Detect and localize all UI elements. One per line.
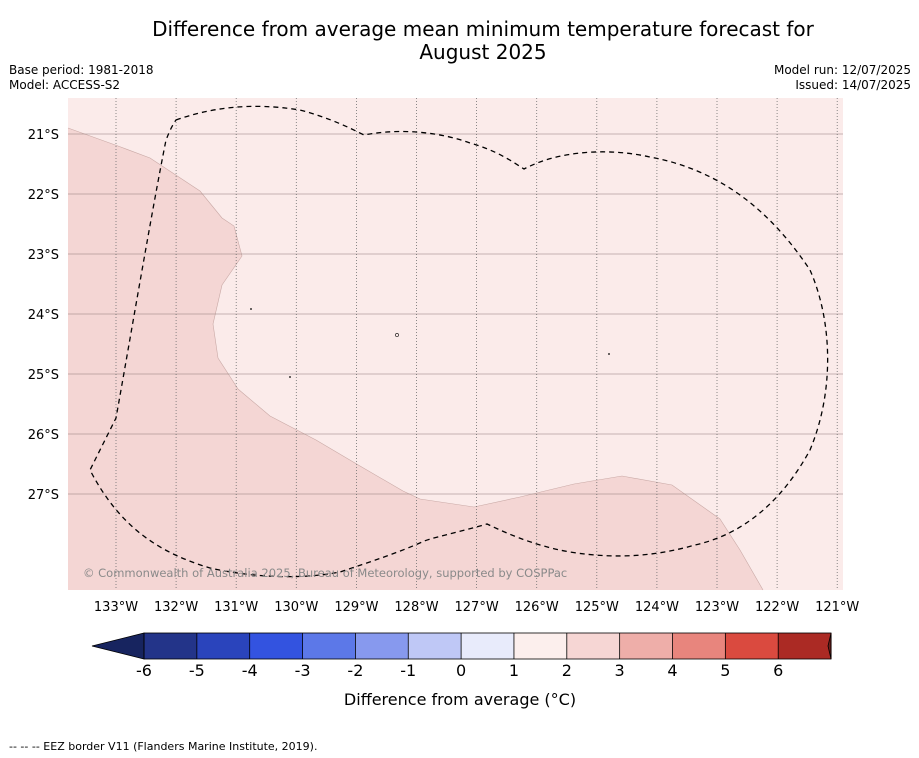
latitude-label: 21°S	[28, 128, 59, 143]
latitude-label: 25°S	[28, 368, 59, 383]
eez-border	[89, 105, 829, 578]
zone-1-2-area	[68, 128, 763, 590]
longitude-label: 127°W	[455, 600, 499, 615]
title-line-2: August 2025	[419, 40, 547, 64]
longitude-label: 121°W	[815, 600, 859, 615]
latitude-label: 27°S	[28, 488, 59, 503]
colorbar-tick-label: -1	[400, 661, 416, 680]
longitude-labels: 133°W 132°W 131°W 130°W 129°W 128°W 127°W 126°W…	[94, 600, 860, 615]
colorbar-segment	[249, 633, 304, 659]
longitude-label: 128°W	[394, 600, 438, 615]
longitude-label: 122°W	[755, 600, 799, 615]
colorbar-tick-label: -4	[242, 661, 258, 680]
title-line-1: Difference from average mean minimum tem…	[152, 17, 814, 41]
colorbar-segment	[461, 633, 515, 659]
colorbar-segment	[725, 633, 779, 659]
model-name: Model: ACCESS-S2	[9, 78, 121, 92]
longitude-label: 133°W	[94, 600, 138, 615]
colorbar-segment	[355, 633, 409, 659]
colorbar-tick-label: 3	[615, 661, 625, 680]
longitude-label: 125°W	[575, 600, 619, 615]
colorbar-tick-label: 6	[773, 661, 783, 680]
colorbar-tick-label: 5	[720, 661, 730, 680]
latitude-labels: 21°S 22°S 23°S 24°S 25°S 26°S 27°S	[28, 128, 59, 503]
latitude-label: 23°S	[28, 248, 59, 263]
latitude-label: 24°S	[28, 308, 59, 323]
colorbar-tick-label: 0	[456, 661, 466, 680]
longitude-label: 123°W	[695, 600, 739, 615]
colorbar-segment	[144, 633, 198, 659]
zone-boundary	[67, 127, 764, 591]
metadata-right: Model run: 12/07/2025 Issued: 14/07/2025	[774, 63, 911, 93]
issued-date: Issued: 14/07/2025	[795, 78, 911, 92]
base-period: Base period: 1981-2018	[9, 63, 154, 77]
colorbar-tick-label: 4	[667, 661, 677, 680]
colorbar-tick-label: 2	[562, 661, 572, 680]
metadata-left: Base period: 1981-2018 Model: ACCESS-S2	[9, 63, 154, 93]
colorbar-label: Difference from average (°C)	[344, 690, 576, 709]
colorbar-segment	[196, 633, 251, 659]
colorbar-segment	[408, 633, 462, 659]
colorbar-segment	[302, 633, 356, 659]
colorbar-segment	[672, 633, 726, 659]
colorbar-tick-label: 1	[509, 661, 519, 680]
longitude-label: 124°W	[635, 600, 679, 615]
colorbar-segment	[778, 633, 832, 659]
map-title: Difference from average mean minimum tem…	[0, 18, 919, 64]
model-run: Model run: 12/07/2025	[773, 63, 911, 77]
colorbar-segment	[566, 633, 621, 659]
longitude-label: 126°W	[515, 600, 559, 615]
colorbar-tick-label: -6	[136, 661, 152, 680]
colorbar-ticks: -6 -5 -4 -3 -2 -1 0 1 2 3 4 5 6	[136, 633, 783, 680]
colorbar	[91, 632, 832, 660]
longitude-label: 132°W	[154, 600, 198, 615]
copyright-text: © Commonwealth of Australia 2025, Bureau…	[83, 566, 567, 580]
map-frame	[67, 98, 843, 591]
colorbar-tick-label: -2	[347, 661, 363, 680]
latitude-label: 26°S	[28, 428, 59, 443]
longitude-label: 130°W	[274, 600, 318, 615]
colorbar-segment	[513, 633, 568, 659]
graticule	[68, 98, 843, 590]
latitude-label: 22°S	[28, 188, 59, 203]
colorbar-segment	[619, 633, 673, 659]
colorbar-tick-label: -3	[295, 661, 311, 680]
longitude-label: 131°W	[214, 600, 258, 615]
small-islands	[250, 308, 610, 378]
colorbar-tick-label: -5	[189, 661, 205, 680]
colorbar-under-arrow	[91, 632, 145, 660]
footer-note: -- -- -- EEZ border V11 (Flanders Marine…	[9, 740, 318, 753]
longitude-label: 129°W	[334, 600, 378, 615]
